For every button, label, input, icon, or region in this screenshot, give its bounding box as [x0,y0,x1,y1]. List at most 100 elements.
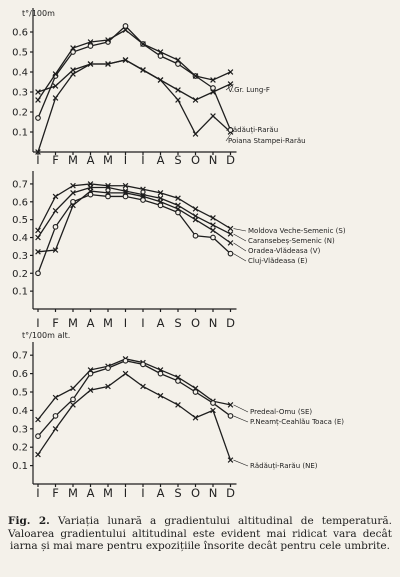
data-point [175,378,181,384]
x-tick-label: S [174,316,181,330]
x-tick-label: M [68,316,78,330]
x-tick-label: I [124,486,127,500]
data-point [227,402,234,408]
label-leader [233,228,247,232]
data-point [105,383,111,390]
series-label: Caransebeș-Semenic (N) [248,237,335,245]
data-point [140,67,146,73]
data-point [192,216,199,223]
series-label: Predeal-Omu (SE) [250,408,312,416]
data-point [105,193,111,200]
data-point [35,416,41,423]
data-point [175,61,181,67]
data-point [70,402,76,408]
data-point [192,73,199,79]
y-tick-label: 0.3 [12,424,28,435]
x-tick-label: M [68,153,78,167]
data-point [35,115,41,121]
series-line [37,29,231,101]
data-point [70,71,76,77]
series-line [37,360,231,437]
y-tick-label: 0.2 [12,443,28,454]
series-line [37,193,231,274]
y-tick-label: 0.4 [12,68,28,79]
data-point [210,227,216,234]
x-tick-label: O [191,486,200,500]
data-point [35,234,41,241]
label-leader [233,459,249,467]
data-point [105,61,111,67]
x-tick-label: N [209,316,218,330]
x-tick-label: A [157,153,165,167]
data-point [70,182,76,189]
data-point [122,57,129,63]
series-line [37,190,231,253]
y-tick-label: 0.5 [12,215,28,226]
data-point [122,370,129,377]
series-label: Cluj-Vlădeasa (E) [248,257,308,265]
data-point [87,387,94,393]
y-tick-label: 0.1 [12,128,28,139]
data-point [157,370,164,377]
data-point [192,131,199,137]
series-label: Rădăuți-Rarău (NE) [250,462,318,471]
series-line [37,183,231,231]
data-point [70,190,76,196]
data-point [175,195,181,202]
data-point [227,413,234,419]
data-point [35,249,41,255]
x-tick-label: I [141,486,144,500]
series-label: Moldova Veche-Semenic (S) [248,227,346,235]
data-point [210,85,216,91]
data-point [192,389,199,395]
label-leader [233,415,249,423]
x-tick-label: D [226,316,235,330]
data-point [70,385,76,392]
x-tick-label: F [52,486,59,500]
data-point [192,206,199,212]
data-point [227,240,234,246]
data-point [35,227,41,234]
x-tick-label: I [124,153,127,167]
x-tick-label: M [103,486,113,500]
data-point [52,223,59,230]
data-point [35,270,41,277]
y-tick-label: 0.6 [12,197,28,208]
data-point [210,234,216,241]
series-label: V.Gr. Lung-F [228,86,270,94]
data-point [52,83,59,89]
data-point [35,433,41,440]
data-point [87,39,94,45]
x-tick-label: M [68,486,78,500]
data-point [122,27,129,33]
x-tick-label: D [226,486,235,500]
label-leader [233,242,247,252]
series-label: P.Neamț-Ceahlău Toaca (E) [250,418,344,427]
data-point [140,197,146,203]
x-tick-label: D [226,153,235,167]
caption-text: Variația lunară a gradientului altitudin… [8,515,393,552]
data-point [52,413,59,419]
series-line [37,59,231,153]
data-point [227,457,234,463]
data-point [140,383,146,390]
y-tick-label: 0.1 [12,461,28,472]
data-point [70,45,76,51]
x-tick-label: A [157,486,165,500]
x-tick-label: A [87,153,95,167]
data-point [52,394,59,401]
data-point [122,182,129,189]
x-tick-label: M [103,316,113,330]
x-tick-label: I [36,153,39,167]
data-point [192,232,199,239]
y-tick-label: 0.2 [12,108,28,119]
data-point [140,186,146,193]
x-tick-label: O [191,153,200,167]
y-tick-label: 0.6 [12,369,28,380]
data-point [227,81,234,87]
y-tick-label: 0.1 [12,287,28,298]
label-leader [225,83,234,91]
data-point [227,231,234,237]
series-label: Oradea-Vlădeasa (V) [248,247,321,255]
